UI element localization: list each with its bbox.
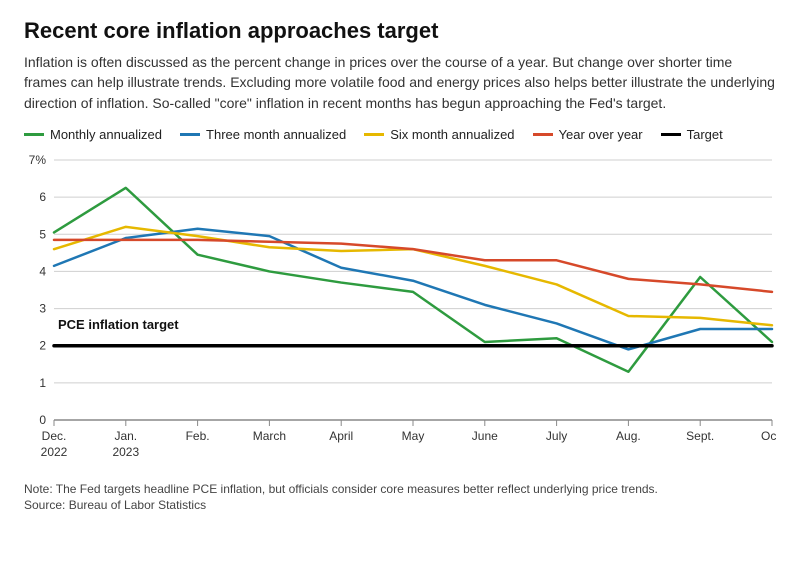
chart-note: Note: The Fed targets headline PCE infla…	[24, 482, 776, 496]
legend-label: Year over year	[559, 127, 643, 142]
x-tick-sublabel: 2023	[112, 445, 139, 459]
x-tick-label: April	[329, 429, 353, 443]
legend-label: Monthly annualized	[50, 127, 162, 142]
chart-source: Source: Bureau of Labor Statistics	[24, 498, 776, 512]
legend-label: Target	[687, 127, 723, 142]
series-line-yoy	[54, 240, 772, 292]
x-tick-label: June	[472, 429, 498, 443]
y-tick-label: 1	[39, 376, 46, 390]
legend-item-six_month: Six month annualized	[364, 127, 514, 142]
y-tick-label: 5	[39, 227, 46, 241]
x-tick-label: Oct.	[761, 429, 776, 443]
legend: Monthly annualized Three month annualized…	[24, 127, 776, 142]
x-tick-label: Dec.	[42, 429, 67, 443]
y-tick-label: 2	[39, 339, 46, 353]
y-tick-label: 6	[39, 190, 46, 204]
target-annotation: PCE inflation target	[58, 317, 179, 332]
legend-swatch	[533, 133, 553, 136]
legend-item-three_month: Three month annualized	[180, 127, 346, 142]
chart-area: 0 1 2 3 4 5 6 7% Dec. 2022 Jan. 2023 Feb. March April M…	[24, 152, 776, 472]
x-tick-sublabel: 2022	[41, 445, 68, 459]
x-tick-label: March	[253, 429, 286, 443]
legend-swatch	[24, 133, 44, 136]
x-tick-label: Sept.	[686, 429, 714, 443]
chart-title: Recent core inflation approaches target	[24, 18, 776, 44]
legend-swatch	[364, 133, 384, 136]
legend-label: Six month annualized	[390, 127, 514, 142]
y-tick-label: 0	[39, 413, 46, 427]
legend-item-monthly: Monthly annualized	[24, 127, 162, 142]
y-tick-label: 4	[39, 264, 46, 278]
series-line-six_month	[54, 227, 772, 325]
legend-label: Three month annualized	[206, 127, 346, 142]
y-tick-label: 7%	[29, 153, 47, 167]
legend-swatch	[661, 133, 681, 136]
chart-svg: 0 1 2 3 4 5 6 7% Dec. 2022 Jan. 2023 Feb. March April M…	[24, 152, 776, 472]
legend-swatch	[180, 133, 200, 136]
chart-subtitle: Inflation is often discussed as the perc…	[24, 52, 776, 113]
x-tick-label: July	[546, 429, 567, 443]
x-tick-label: May	[402, 429, 425, 443]
y-tick-label: 3	[39, 301, 46, 315]
x-tick-label: Jan.	[114, 429, 137, 443]
x-tick-label: Aug.	[616, 429, 641, 443]
x-tick-label: Feb.	[186, 429, 210, 443]
legend-item-target: Target	[661, 127, 723, 142]
legend-item-yoy: Year over year	[533, 127, 643, 142]
